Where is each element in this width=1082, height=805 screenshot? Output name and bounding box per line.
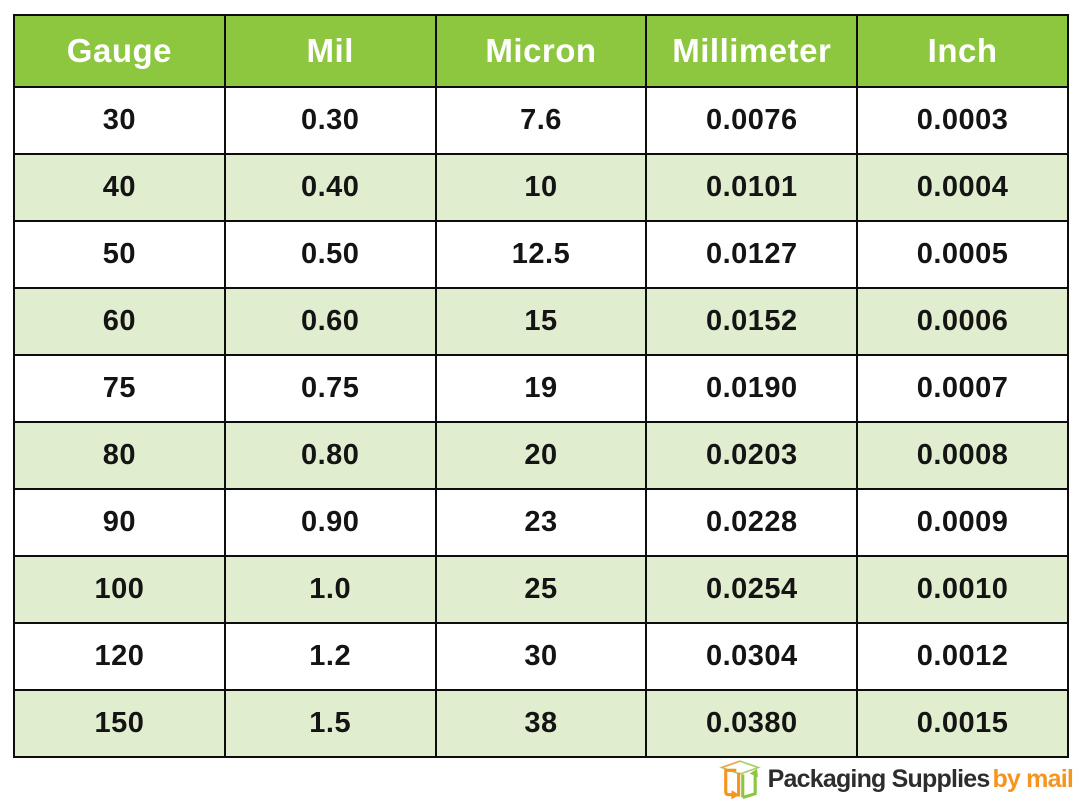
table-row: 120 1.2 30 0.0304 0.0012 — [13, 622, 1069, 691]
table-cell: 0.0304 — [645, 622, 859, 691]
table-cell: 75 — [13, 354, 226, 423]
table-cell: 90 — [13, 488, 226, 557]
table-cell: 0.30 — [223, 86, 437, 155]
table-cell: 0.0007 — [856, 354, 1069, 423]
table-cell: 15 — [434, 287, 648, 356]
table-row: 75 0.75 19 0.0190 0.0007 — [13, 354, 1069, 423]
shipping-box-arrows-icon — [717, 759, 763, 800]
table-cell: 12.5 — [434, 220, 648, 289]
table-cell: 0.60 — [223, 287, 437, 356]
column-header-inch: Inch — [856, 14, 1069, 88]
gauge-conversion-table: Gauge Mil Micron Millimeter Inch 30 0.30… — [13, 14, 1069, 758]
column-header-gauge: Gauge — [13, 14, 226, 88]
table-cell: 0.0101 — [645, 153, 859, 222]
column-header-micron: Micron — [434, 14, 648, 88]
table-cell: 150 — [13, 689, 226, 758]
table-cell: 0.0254 — [645, 555, 859, 624]
table-cell: 0.0003 — [856, 86, 1069, 155]
table-cell: 10 — [434, 153, 648, 222]
table-row: 30 0.30 7.6 0.0076 0.0003 — [13, 86, 1069, 155]
table-cell: 25 — [434, 555, 648, 624]
table-cell: 50 — [13, 220, 226, 289]
table-cell: 0.75 — [223, 354, 437, 423]
table-cell: 7.6 — [434, 86, 648, 155]
table-cell: 0.0008 — [856, 421, 1069, 490]
table-cell: 60 — [13, 287, 226, 356]
table-cell: 0.90 — [223, 488, 437, 557]
table-cell: 0.40 — [223, 153, 437, 222]
table-cell: 0.0004 — [856, 153, 1069, 222]
table-cell: 0.0010 — [856, 555, 1069, 624]
table-cell: 40 — [13, 153, 226, 222]
table-cell: 30 — [434, 622, 648, 691]
table-cell: 0.0006 — [856, 287, 1069, 356]
table-row: 80 0.80 20 0.0203 0.0008 — [13, 421, 1069, 490]
table-cell: 20 — [434, 421, 648, 490]
table-cell: 80 — [13, 421, 226, 490]
table-cell: 0.0076 — [645, 86, 859, 155]
table-cell: 0.80 — [223, 421, 437, 490]
table-cell: 0.0380 — [645, 689, 859, 758]
brand-name-suffix: by mail — [992, 765, 1073, 793]
table-row: 40 0.40 10 0.0101 0.0004 — [13, 153, 1069, 222]
table-cell: 19 — [434, 354, 648, 423]
table-cell: 0.0012 — [856, 622, 1069, 691]
table-row: 150 1.5 38 0.0380 0.0015 — [13, 689, 1069, 758]
table-cell: 38 — [434, 689, 648, 758]
table-body: 30 0.30 7.6 0.0076 0.0003 40 0.40 10 0.0… — [13, 86, 1069, 758]
table-cell: 0.0009 — [856, 488, 1069, 557]
brand-name-main: Packaging Supplies — [767, 765, 991, 793]
header-row: Gauge Mil Micron Millimeter Inch — [13, 14, 1069, 88]
table-cell: 0.0015 — [856, 689, 1069, 758]
table-cell: 30 — [13, 86, 226, 155]
brand-name: Packaging Supplies by mail — [767, 765, 1074, 794]
table-cell: 0.0127 — [645, 220, 859, 289]
table-cell: 0.0005 — [856, 220, 1069, 289]
table-header: Gauge Mil Micron Millimeter Inch — [13, 14, 1069, 88]
brand-logo: Packaging Supplies by mail — [717, 759, 1074, 800]
column-header-millimeter: Millimeter — [645, 14, 859, 88]
column-header-mil: Mil — [223, 14, 437, 88]
table-cell: 1.0 — [223, 555, 437, 624]
table-cell: 1.5 — [223, 689, 437, 758]
table-cell: 0.50 — [223, 220, 437, 289]
table-cell: 1.2 — [223, 622, 437, 691]
table-cell: 0.0203 — [645, 421, 859, 490]
table-row: 50 0.50 12.5 0.0127 0.0005 — [13, 220, 1069, 289]
table-cell: 23 — [434, 488, 648, 557]
table-cell: 120 — [13, 622, 226, 691]
table-cell: 0.0152 — [645, 287, 859, 356]
table-cell: 100 — [13, 555, 226, 624]
table-row: 60 0.60 15 0.0152 0.0006 — [13, 287, 1069, 356]
table-cell: 0.0228 — [645, 488, 859, 557]
table-row: 100 1.0 25 0.0254 0.0010 — [13, 555, 1069, 624]
table-row: 90 0.90 23 0.0228 0.0009 — [13, 488, 1069, 557]
table-cell: 0.0190 — [645, 354, 859, 423]
